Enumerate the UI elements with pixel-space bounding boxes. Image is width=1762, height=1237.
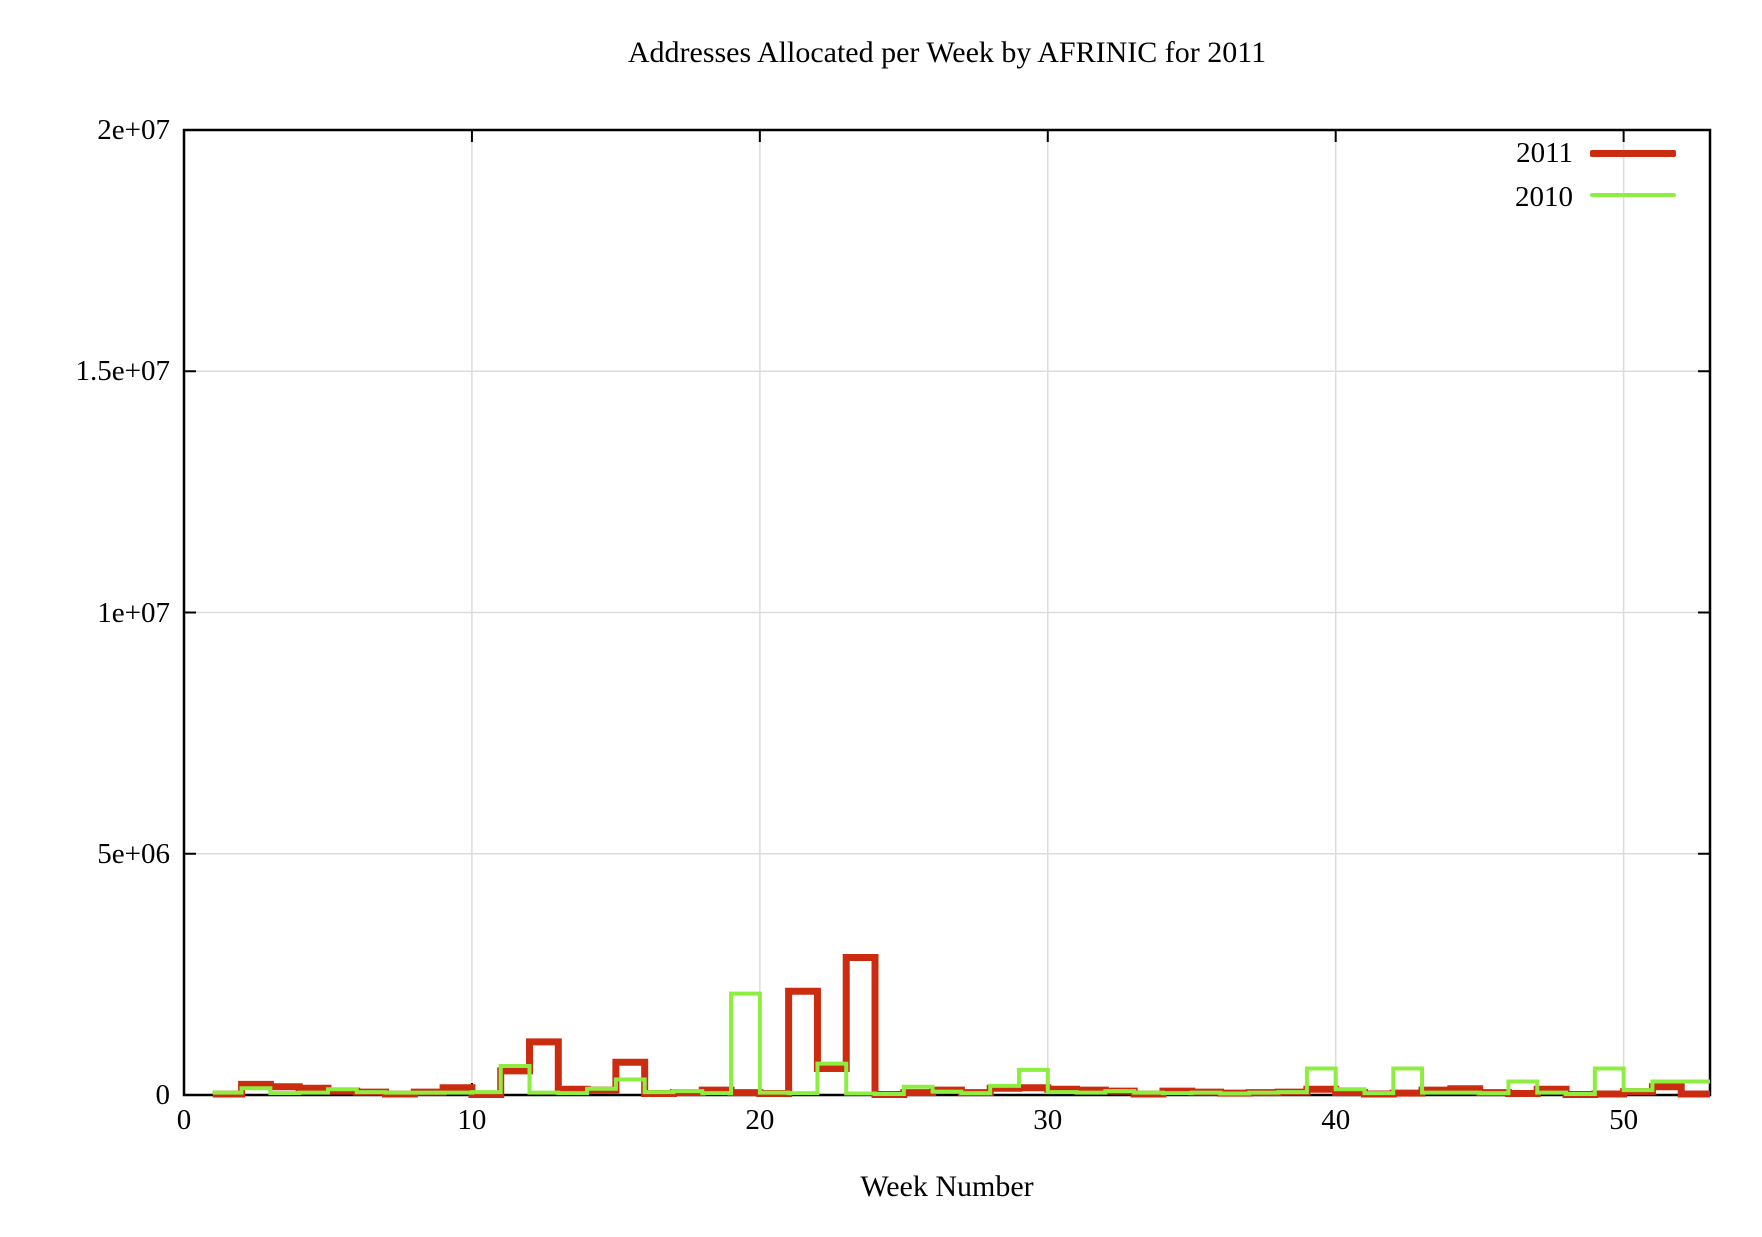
x-tick-label: 30 [1033, 1104, 1063, 1136]
x-axis-title: Week Number [860, 1170, 1034, 1203]
grid-layer [184, 130, 1710, 1095]
chart-title: Addresses Allocated per Week by AFRINIC … [627, 36, 1267, 69]
x-tick-label: 20 [745, 1104, 775, 1136]
series-2010-line [212, 991, 1710, 1097]
x-tick-label: 40 [1321, 1104, 1351, 1136]
y-tick-label: 2e+07 [97, 114, 170, 146]
y-tick-label: 1e+07 [97, 596, 170, 629]
y-tick-label: 1.5e+07 [75, 355, 170, 388]
legend-2010-sample-line [1590, 193, 1676, 197]
x-tick-label: 10 [457, 1104, 487, 1136]
y-tick-label: 5e+06 [97, 837, 170, 870]
x-tick-label: 50 [1609, 1104, 1639, 1136]
legend-label-2011: 2011 [1516, 137, 1573, 169]
y-tick-label: 0 [155, 1079, 171, 1111]
x-tick-label: 0 [176, 1104, 192, 1136]
legend-2011-sample-line [1590, 150, 1676, 157]
legend-label-2010: 2010 [1515, 181, 1573, 213]
series-2011-line [212, 953, 1710, 1099]
